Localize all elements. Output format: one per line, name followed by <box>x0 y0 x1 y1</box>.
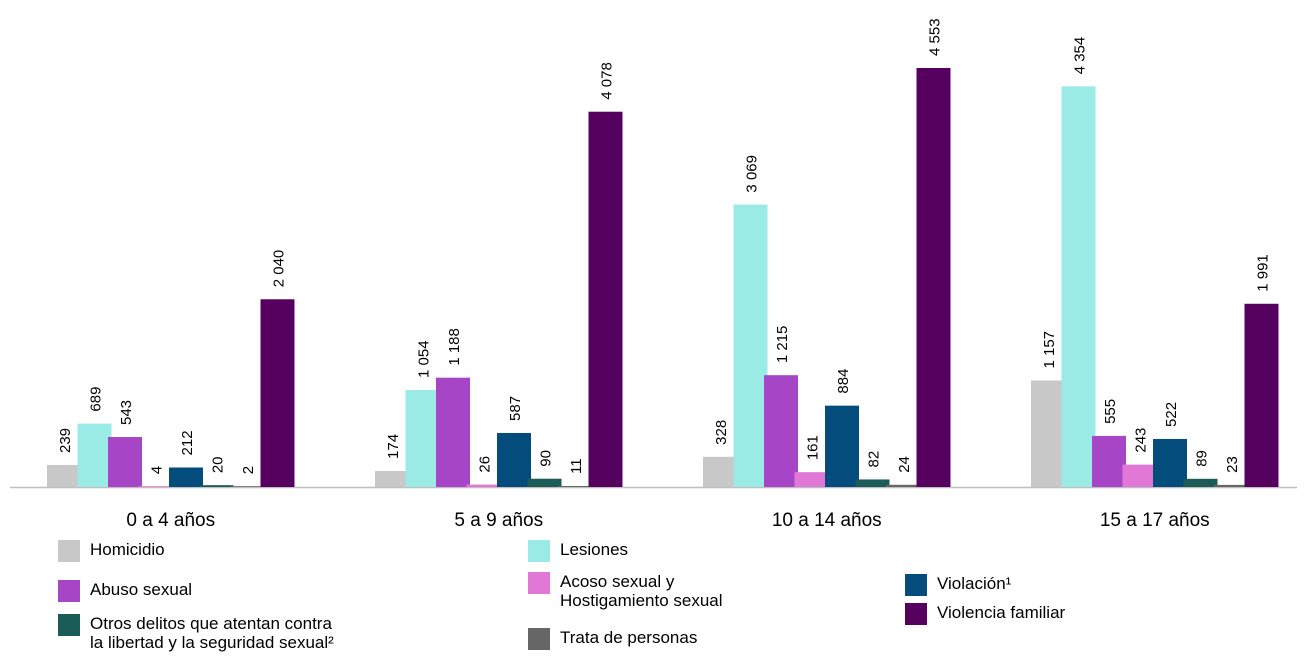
bar <box>794 472 829 487</box>
data-label: 11 <box>568 458 585 474</box>
bar <box>1122 464 1157 487</box>
legend-swatch <box>905 603 927 625</box>
legend-label: Otros delitos que atentan contra la libe… <box>90 614 334 652</box>
category-label: 10 a 14 años <box>772 510 882 531</box>
legend-swatch <box>58 614 80 636</box>
data-label: 23 <box>1224 456 1241 473</box>
legend-item-violencia-familiar: Violencia familiar <box>905 603 1065 625</box>
data-label: 174 <box>385 434 402 459</box>
bar <box>1031 380 1065 487</box>
legend-label: Lesiones <box>560 540 629 559</box>
data-label: 4 <box>149 466 166 474</box>
legend-item-homicidio: Homicidio <box>58 540 165 562</box>
legend-item-abuso-sexual: Abuso sexual <box>58 580 192 602</box>
bar <box>588 111 623 487</box>
bar <box>497 432 531 487</box>
bar <box>466 484 501 487</box>
bar <box>77 423 112 487</box>
bar <box>825 405 859 487</box>
data-label: 239 <box>57 428 74 453</box>
data-label: 689 <box>88 387 105 412</box>
data-label: 82 <box>866 451 883 468</box>
data-label: 90 <box>538 450 555 467</box>
data-label: 1 188 <box>446 328 463 366</box>
legend-label: Violación¹ <box>937 574 1012 593</box>
data-label: 26 <box>477 456 494 473</box>
bar <box>169 467 203 487</box>
category-label: 5 a 9 años <box>454 510 543 531</box>
legend-label: Trata de personas <box>560 628 698 647</box>
bar <box>405 390 440 487</box>
data-label: 2 <box>240 466 257 474</box>
legend-label: Violencia familiar <box>937 603 1066 622</box>
data-label: 24 <box>896 456 913 473</box>
bar <box>1244 303 1279 487</box>
data-label: 161 <box>805 435 822 460</box>
legend-item-trata: Trata de personas <box>528 628 697 650</box>
category-label: 0 a 4 años <box>126 510 215 531</box>
legend-swatch <box>528 540 550 562</box>
legend-swatch <box>58 580 80 602</box>
data-label: 243 <box>1133 428 1150 453</box>
bar <box>1061 86 1096 488</box>
bar <box>1183 478 1218 487</box>
legend-item-violacion: Violación¹ <box>905 574 1011 596</box>
legend-swatch <box>905 574 927 596</box>
legend-label: Acoso sexual y Hostigamiento sexual <box>560 572 723 610</box>
bar <box>855 479 890 487</box>
data-label: 555 <box>1102 399 1119 424</box>
data-label: 1 054 <box>416 340 433 378</box>
data-label: 522 <box>1163 402 1180 427</box>
bar <box>230 486 264 487</box>
data-label: 3 069 <box>744 155 761 193</box>
bar <box>527 478 562 487</box>
bar <box>108 437 142 487</box>
bar <box>260 299 295 487</box>
bar <box>375 470 409 487</box>
legend-swatch <box>528 572 550 594</box>
legend-item-otros-delitos: Otros delitos que atentan contra la libe… <box>58 614 334 652</box>
legend-swatch <box>58 540 80 562</box>
bar <box>703 456 737 487</box>
bar <box>199 485 234 487</box>
data-label: 4 354 <box>1072 37 1089 75</box>
data-label: 1 991 <box>1255 254 1272 292</box>
data-label: 20 <box>210 456 227 473</box>
bar <box>916 68 951 487</box>
bar <box>764 375 798 487</box>
data-label: 89 <box>1194 450 1211 467</box>
bar <box>1092 435 1126 487</box>
data-label: 4 553 <box>927 18 944 56</box>
data-label: 2 040 <box>271 250 288 288</box>
data-label: 1 215 <box>774 326 791 364</box>
bar <box>47 465 81 487</box>
data-label: 543 <box>118 400 135 425</box>
data-label: 884 <box>835 369 852 394</box>
data-label: 212 <box>179 430 196 455</box>
data-label: 1 157 <box>1041 331 1058 369</box>
legend-label: Abuso sexual <box>90 580 193 599</box>
bar <box>886 484 920 487</box>
legend-item-lesiones: Lesiones <box>528 540 628 562</box>
legend-swatch <box>528 628 550 650</box>
data-label: 328 <box>713 420 730 445</box>
data-label: 4 078 <box>599 62 616 100</box>
bar <box>138 486 173 487</box>
legend-label: Homicidio <box>90 540 165 559</box>
legend-item-acoso-sexual: Acoso sexual y Hostigamiento sexual <box>528 572 723 610</box>
category-label: 15 a 17 años <box>1100 510 1210 531</box>
bar <box>1214 484 1248 487</box>
bar <box>1153 438 1187 487</box>
bar <box>436 377 470 487</box>
data-label: 587 <box>507 396 524 421</box>
bar <box>733 204 768 487</box>
bar <box>558 485 592 487</box>
